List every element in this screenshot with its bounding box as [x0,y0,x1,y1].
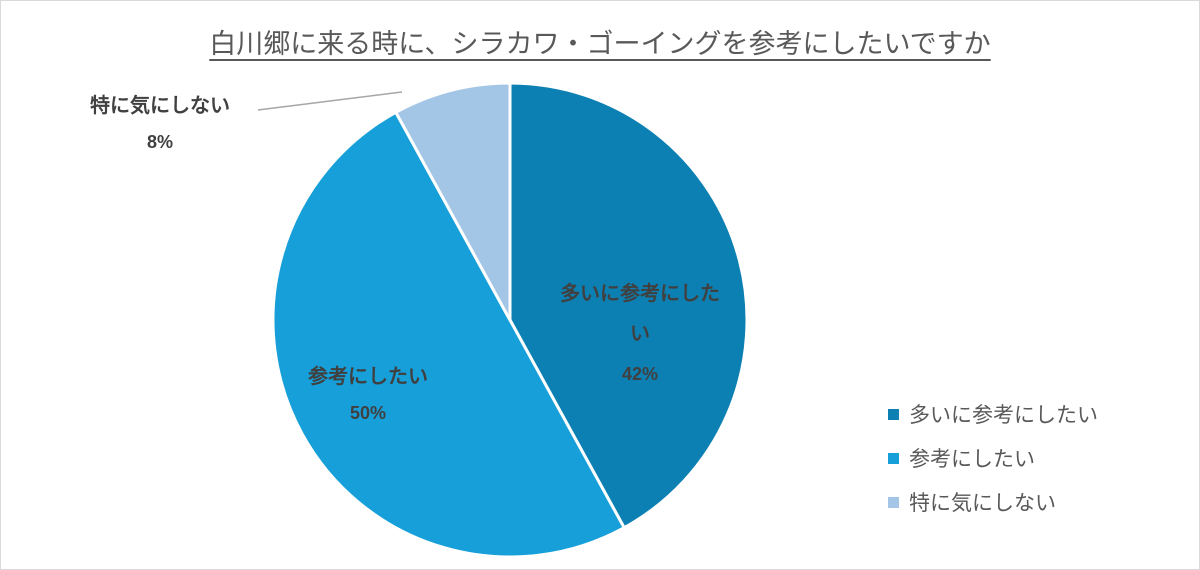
slice-label-1: 参考にしたい [308,364,428,388]
pie-slice-2 [393,81,512,321]
pie-slice-0 [508,81,749,530]
pie-slice-1 [271,110,627,559]
slice-label-0a: 多いに参考にした [560,281,720,305]
leader-line [257,91,403,111]
slice-value-1: 50% [350,403,386,423]
chart-title: 白川郷に来る時に、シラカワ・ゴーイングを参考にしたいですか [0,22,1200,61]
legend-item-2: 特に気にしない [888,480,1098,524]
legend-label-0: 多いに参考にしたい [909,403,1098,427]
legend-swatch-1 [888,452,899,464]
slice-value-2: 8% [147,132,173,152]
chart-title-text: 白川郷に来る時に、シラカワ・ゴーイングを参考にしたいですか [209,29,991,60]
legend-swatch-2 [888,496,899,508]
legend-swatch-0 [888,408,899,420]
slice-label-2: 特に気にしない [90,93,230,117]
legend-item-1: 参考にしたい [888,436,1098,480]
slice-label-0b: い [630,321,650,345]
legend-item-0: 多いに参考にしたい [888,392,1098,436]
slice-value-0: 42% [622,364,658,384]
legend: 多いに参考にしたい 参考にしたい 特に気にしない [888,392,1098,524]
legend-label-1: 参考にしたい [909,447,1035,471]
legend-label-2: 特に気にしない [909,491,1056,515]
